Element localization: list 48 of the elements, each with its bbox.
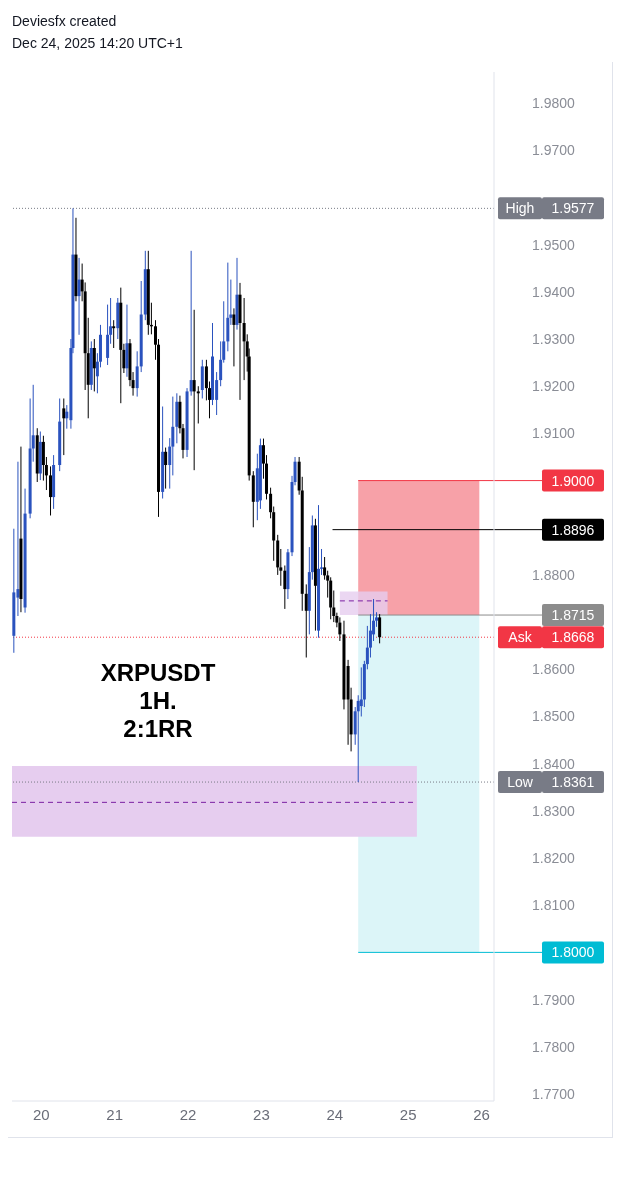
candlestick bbox=[189, 250, 193, 397]
y-tick-label: 1.8300 bbox=[532, 802, 576, 819]
candlestick bbox=[242, 297, 246, 381]
ref-line-label: 1.9000 bbox=[551, 472, 595, 489]
candlestick bbox=[112, 319, 116, 349]
ref-line-label: 1.8000 bbox=[551, 944, 595, 961]
text: Dec 24, 2025 14:20 UTC+1 bbox=[12, 34, 184, 53]
x-tick-label: 20 bbox=[33, 1105, 50, 1123]
y-tick-label: 1.9800 bbox=[532, 95, 576, 112]
x-tick-label: 21 bbox=[106, 1105, 124, 1123]
candlestick bbox=[192, 309, 196, 471]
text: Low 1.8361 bbox=[507, 774, 595, 791]
x-tick-label: 25 bbox=[399, 1105, 417, 1123]
candlestick bbox=[164, 447, 168, 490]
candlestick bbox=[304, 583, 308, 659]
y-tick-label: 1.9400 bbox=[532, 283, 576, 300]
ref-line-label: 1.8896 bbox=[551, 521, 595, 538]
candlestick bbox=[226, 262, 230, 352]
y-tick-label: 1.8400 bbox=[532, 755, 576, 772]
y-tick-label: 1.8200 bbox=[532, 849, 576, 866]
candlestick bbox=[49, 465, 53, 516]
y-tick-label: 1.9200 bbox=[532, 378, 576, 395]
x-tick-label: 23 bbox=[253, 1105, 270, 1123]
y-tick-label: 1.9500 bbox=[532, 236, 576, 253]
x-tick-label: 24 bbox=[326, 1105, 344, 1123]
candlestick bbox=[232, 307, 236, 367]
ref-line-label: 1.8715 bbox=[551, 607, 595, 624]
candlestick bbox=[62, 397, 66, 456]
y-tick-label: 1.7800 bbox=[532, 1038, 576, 1055]
y-tick-label: 1.8500 bbox=[532, 708, 576, 725]
candlestick bbox=[196, 385, 200, 424]
y-tick-label: 1.9100 bbox=[532, 425, 576, 442]
x-tick-label: 22 bbox=[179, 1105, 197, 1123]
candlestick bbox=[200, 359, 204, 399]
y-tick-label: 1.8800 bbox=[532, 566, 576, 583]
y-tick-label: 1.9700 bbox=[532, 142, 576, 159]
candlestick bbox=[135, 350, 139, 398]
text: Deviesfx created bbox=[12, 12, 118, 31]
candlestick bbox=[283, 565, 287, 610]
text: High 1.9577 bbox=[505, 200, 595, 217]
y-tick-label: 1.8100 bbox=[532, 897, 576, 914]
text: Ask 1.8668 bbox=[508, 629, 595, 646]
y-tick-label: 1.9300 bbox=[532, 331, 576, 348]
y-tick-label: 1.7700 bbox=[532, 1085, 576, 1102]
y-tick-label: 1.8600 bbox=[532, 661, 576, 678]
x-tick-label: 26 bbox=[473, 1105, 490, 1123]
chart-heading: XRPUSDT 1H. 2:1RR bbox=[99, 658, 217, 743]
y-tick-label: 1.7900 bbox=[532, 991, 576, 1008]
